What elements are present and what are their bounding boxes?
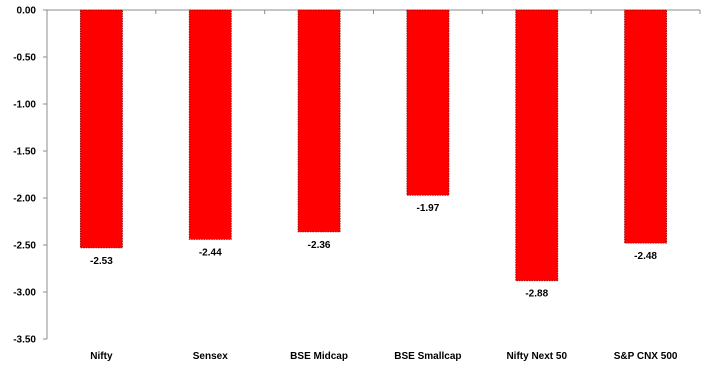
- bar-value-label: -2.44: [199, 247, 222, 258]
- y-tick-label: -3.50: [13, 335, 36, 346]
- bar-value-label: -2.48: [634, 251, 657, 262]
- y-tick-label: -1.50: [13, 147, 36, 158]
- category-label: BSE Smallcap: [394, 351, 461, 362]
- y-tick-label: -1.00: [13, 100, 36, 111]
- category-label: Sensex: [193, 351, 228, 362]
- bar-value-label: -2.53: [90, 256, 113, 267]
- bar-value-label: -1.97: [417, 203, 440, 214]
- category-label: S&P CNX 500: [614, 351, 678, 362]
- category-label: BSE Midcap: [290, 351, 348, 362]
- category-label: Nifty Next 50: [506, 351, 567, 362]
- y-tick-label: -0.50: [13, 53, 36, 64]
- bar-value-label: -2.88: [525, 289, 548, 300]
- bar: [406, 9, 450, 196]
- y-tick-label: -3.00: [13, 288, 36, 299]
- bar: [188, 9, 232, 240]
- category-label: Nifty: [90, 351, 113, 362]
- y-axis: 0.00 -0.50 -1.00 -1.50 -2.00 -2.50 -3.00 -3.50: [13, 6, 48, 346]
- x-axis: [46, 9, 701, 14]
- value-labels: -2.53 -2.44 -2.36 -1.97 -2.88 -2.48: [90, 203, 657, 300]
- bar-value-label: -2.36: [308, 240, 331, 251]
- bar: [297, 9, 341, 233]
- bar: [624, 9, 667, 244]
- y-tick-label: -2.00: [13, 194, 36, 205]
- y-tick-label: 0.00: [17, 6, 37, 17]
- bars: [80, 9, 667, 282]
- bar: [80, 9, 123, 249]
- y-tick-label: -2.50: [13, 241, 36, 252]
- bar: [515, 9, 559, 282]
- category-labels: Nifty Sensex BSE Midcap BSE Smallcap Nifty N…: [90, 351, 678, 362]
